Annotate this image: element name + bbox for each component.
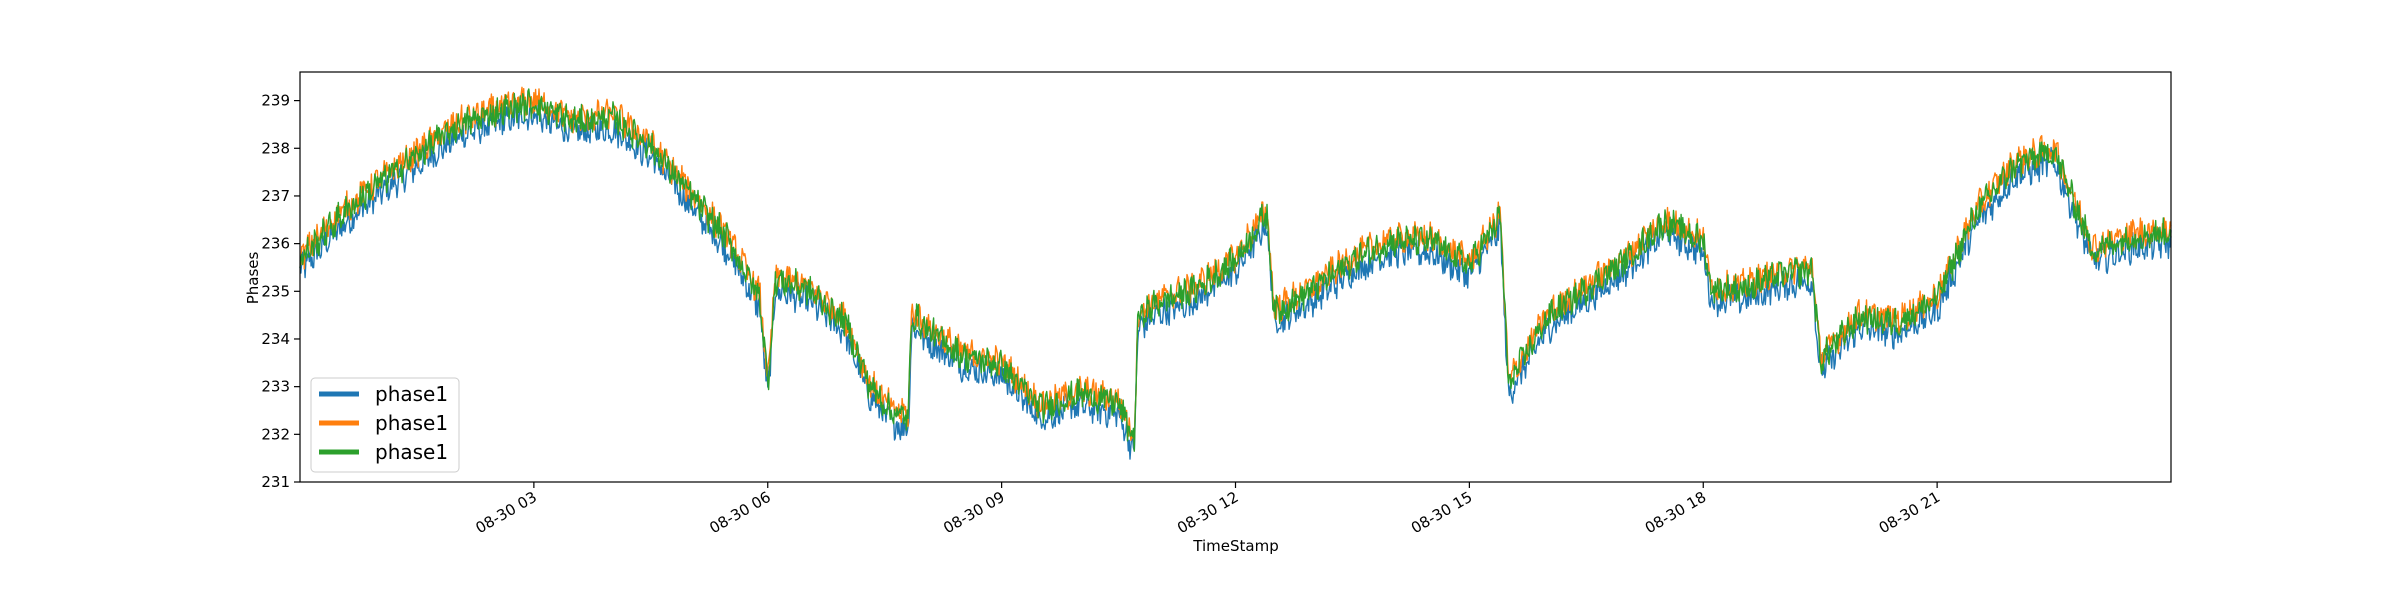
series-layer xyxy=(299,86,2172,460)
y-tick-label: 238 xyxy=(261,139,290,157)
x-axis-title: TimeStamp xyxy=(1192,537,1278,555)
y-tick-label: 231 xyxy=(261,473,290,491)
legend: phase1 phase1 phase1 xyxy=(310,377,460,473)
legend-box xyxy=(310,377,460,473)
y-tick-label: 239 xyxy=(261,92,290,110)
y-tick-label: 232 xyxy=(261,425,290,443)
legend-label: phase1 xyxy=(375,411,448,435)
series-line-3 xyxy=(299,88,2172,452)
y-axis-title: Phases xyxy=(244,252,262,305)
series-line-2 xyxy=(299,86,2172,443)
y-tick-label: 236 xyxy=(261,235,290,253)
legend-label: phase1 xyxy=(375,382,448,406)
y-tick-label: 237 xyxy=(261,187,290,205)
y-tick-label: 233 xyxy=(261,378,290,396)
legend-label: phase1 xyxy=(375,440,448,464)
y-tick-label: 234 xyxy=(261,330,290,348)
y-tick-label: 235 xyxy=(261,282,290,300)
y-axis: 231 232 233 234 235 236 237 238 239 xyxy=(261,92,300,491)
